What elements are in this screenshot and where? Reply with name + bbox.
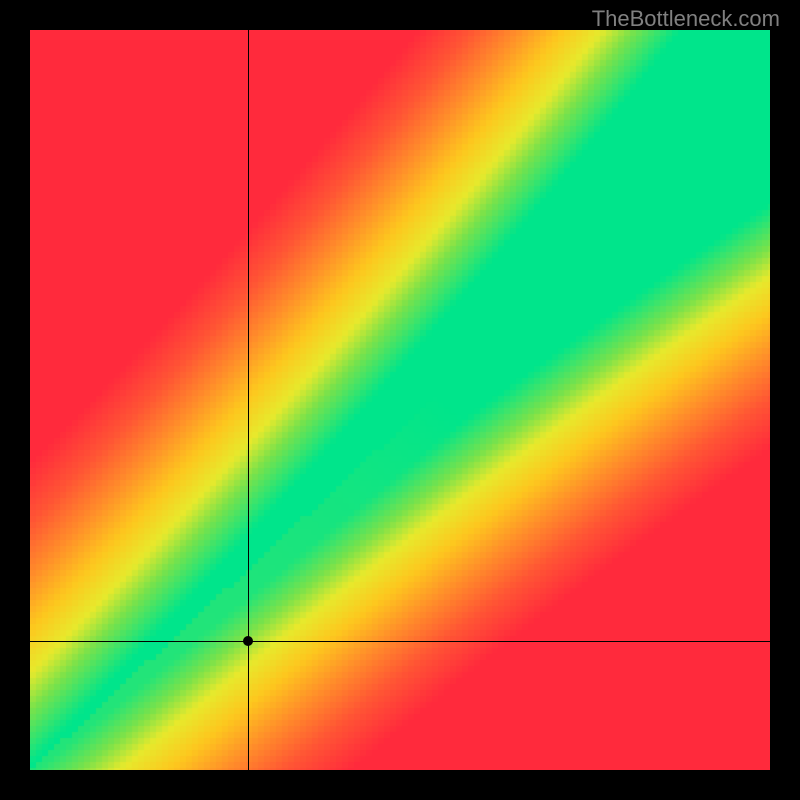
data-point-marker [243, 636, 253, 646]
crosshair-vertical [248, 30, 249, 770]
watermark-text: TheBottleneck.com [592, 6, 780, 32]
heatmap-canvas [30, 30, 770, 770]
heatmap-plot [30, 30, 770, 770]
crosshair-horizontal [30, 641, 770, 642]
